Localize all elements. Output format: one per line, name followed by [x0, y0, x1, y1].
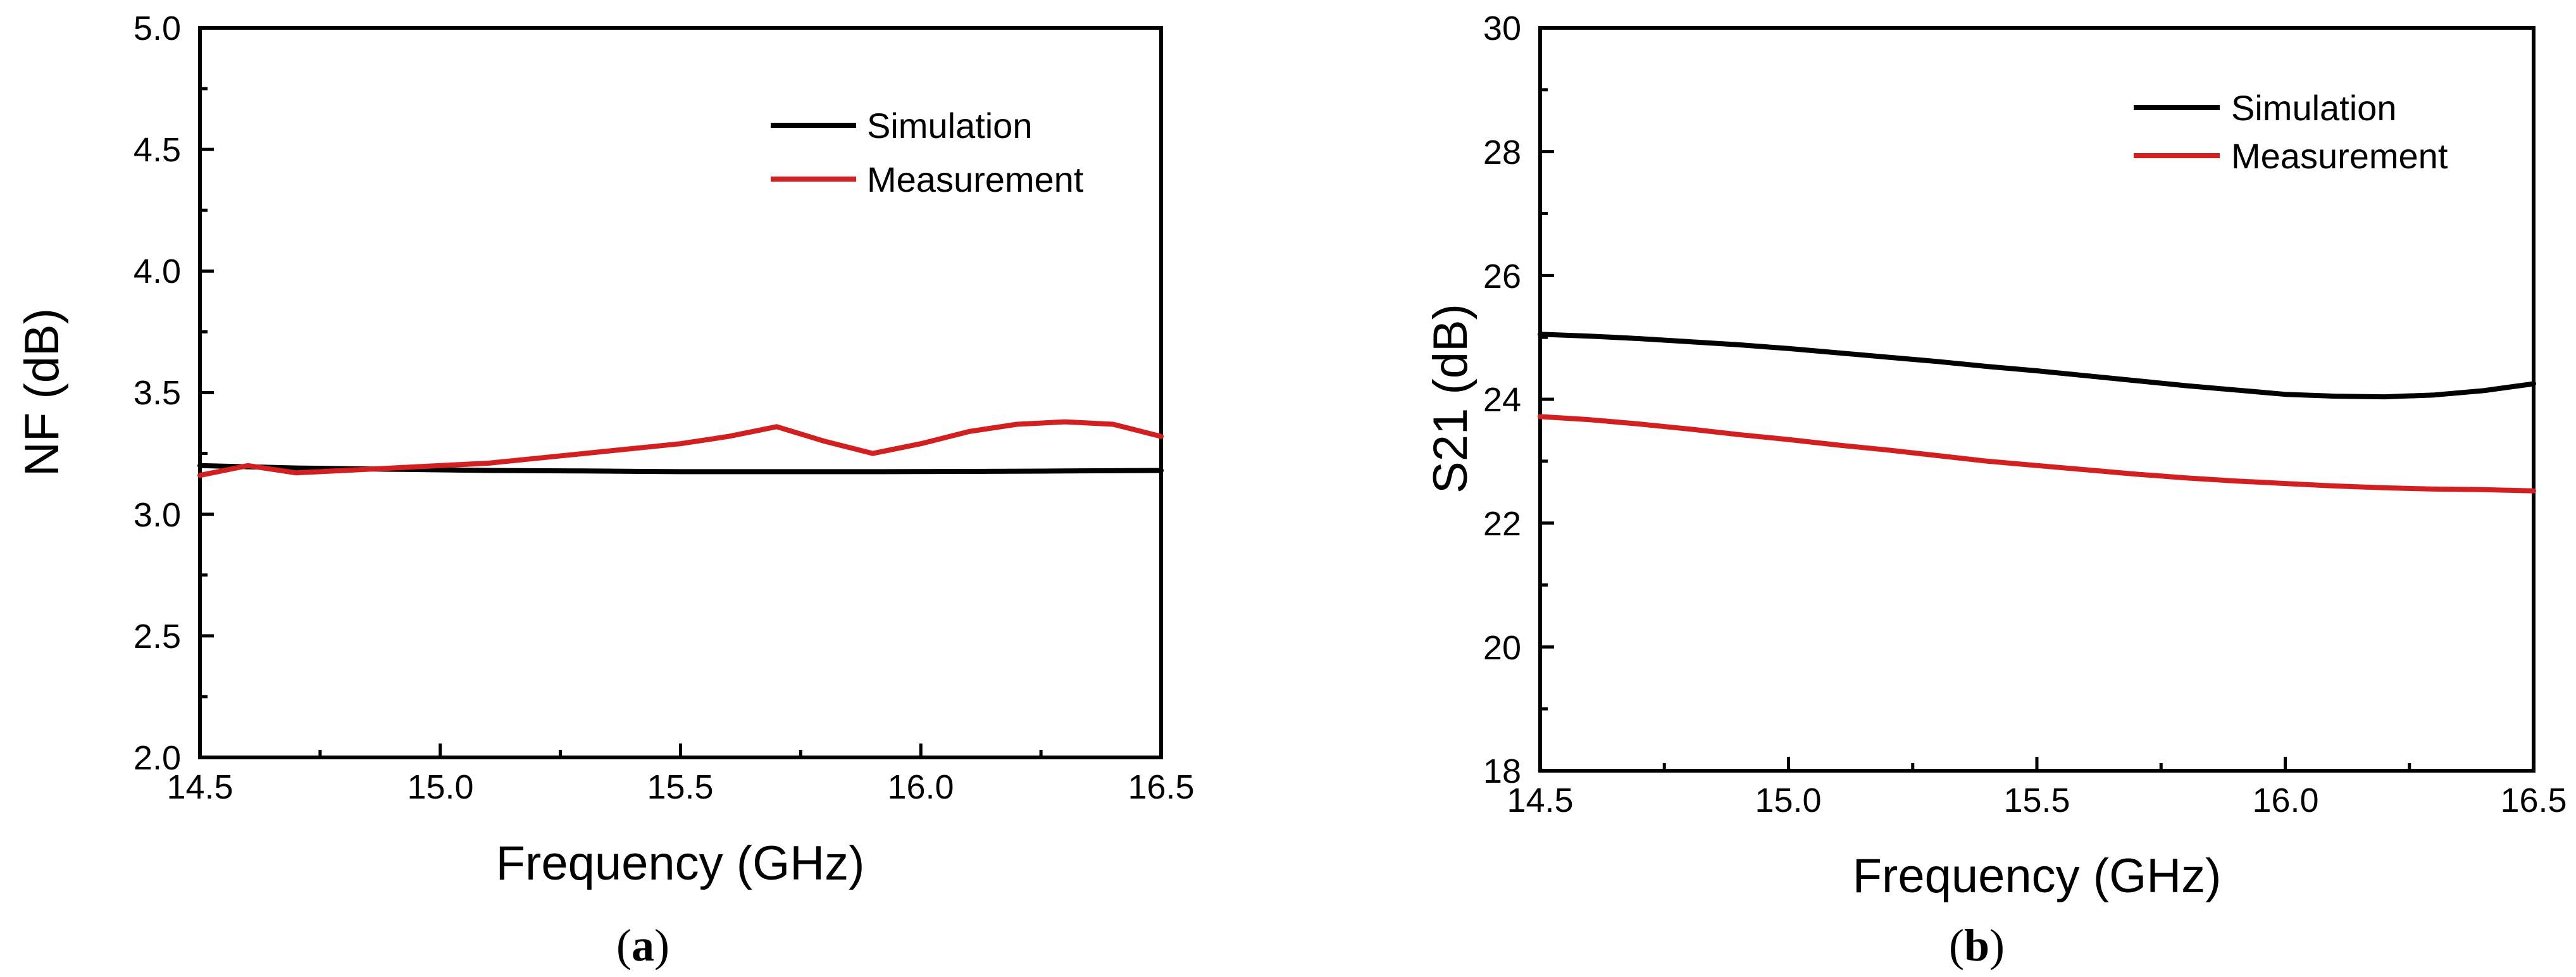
y-axis-title: NF (dB): [15, 308, 69, 476]
y-tick-label: 4.5: [134, 131, 181, 169]
panel-letter: a: [632, 920, 654, 971]
legend: Simulation Measurement: [2134, 88, 2448, 176]
y-tick-label: 26: [1483, 258, 1521, 296]
x-tick-label: 16.5: [1128, 768, 1194, 806]
panel-b: 14.5 15.0 15.5 16.0 16.5 18 20 22 24 26 …: [1424, 9, 2567, 971]
legend-label-measurement: Measurement: [2231, 136, 2448, 176]
y-tick-label: 5.0: [134, 9, 181, 47]
x-tick-label: 16.5: [2500, 781, 2567, 819]
x-axis-title: Frequency (GHz): [496, 837, 865, 890]
x-tick-label: 14.5: [1507, 781, 1573, 819]
y-tick-label: 30: [1483, 9, 1521, 47]
tick-marks: [198, 26, 1163, 759]
y-tick-label: 24: [1483, 381, 1521, 419]
tick-marks: [1538, 26, 2536, 773]
series-layer: [1538, 332, 2536, 494]
x-axis-title: Frequency (GHz): [1853, 849, 2222, 903]
y-tick-label: 22: [1483, 505, 1521, 543]
y-axis-title: S21 (dB): [1424, 304, 1478, 494]
y-tick-label: 28: [1483, 134, 1521, 171]
y-tick-label: 4.0: [134, 252, 181, 290]
y-tick-label: 3.0: [134, 496, 181, 534]
x-tick-label: 14.5: [166, 768, 233, 806]
series-layer: [197, 419, 1164, 478]
y-tick-label: 2.0: [134, 739, 181, 777]
legend: Simulation Measurement: [771, 106, 1084, 199]
series-line-measurement: [1538, 414, 2536, 494]
x-tick-label: 15.5: [2003, 781, 2070, 819]
legend-label-simulation: Simulation: [867, 106, 1032, 146]
panel-a: 14.5 15.0 15.5 16.0 16.5 2.0 2.5 3.0 3.5…: [15, 9, 1195, 971]
panel-caption-b: (b): [1949, 920, 2005, 971]
y-tick-label: 3.5: [134, 374, 181, 412]
series-line-simulation: [1538, 332, 2536, 400]
y-tick-label: 18: [1483, 752, 1521, 790]
x-tick-label: 15.5: [647, 768, 713, 806]
x-tick-label: 16.0: [887, 768, 954, 806]
panel-letter: b: [1964, 920, 1989, 971]
x-tick-label: 15.0: [1755, 781, 1821, 819]
legend-label-measurement: Measurement: [867, 159, 1084, 199]
y-tick-label: 20: [1483, 629, 1521, 667]
y-tick-label: 2.5: [134, 618, 181, 656]
panel-caption-a: (a): [616, 920, 669, 971]
x-tick-label: 15.0: [407, 768, 473, 806]
series-line-measurement: [197, 419, 1164, 478]
x-tick-label: 16.0: [2252, 781, 2318, 819]
legend-label-simulation: Simulation: [2231, 88, 2396, 128]
